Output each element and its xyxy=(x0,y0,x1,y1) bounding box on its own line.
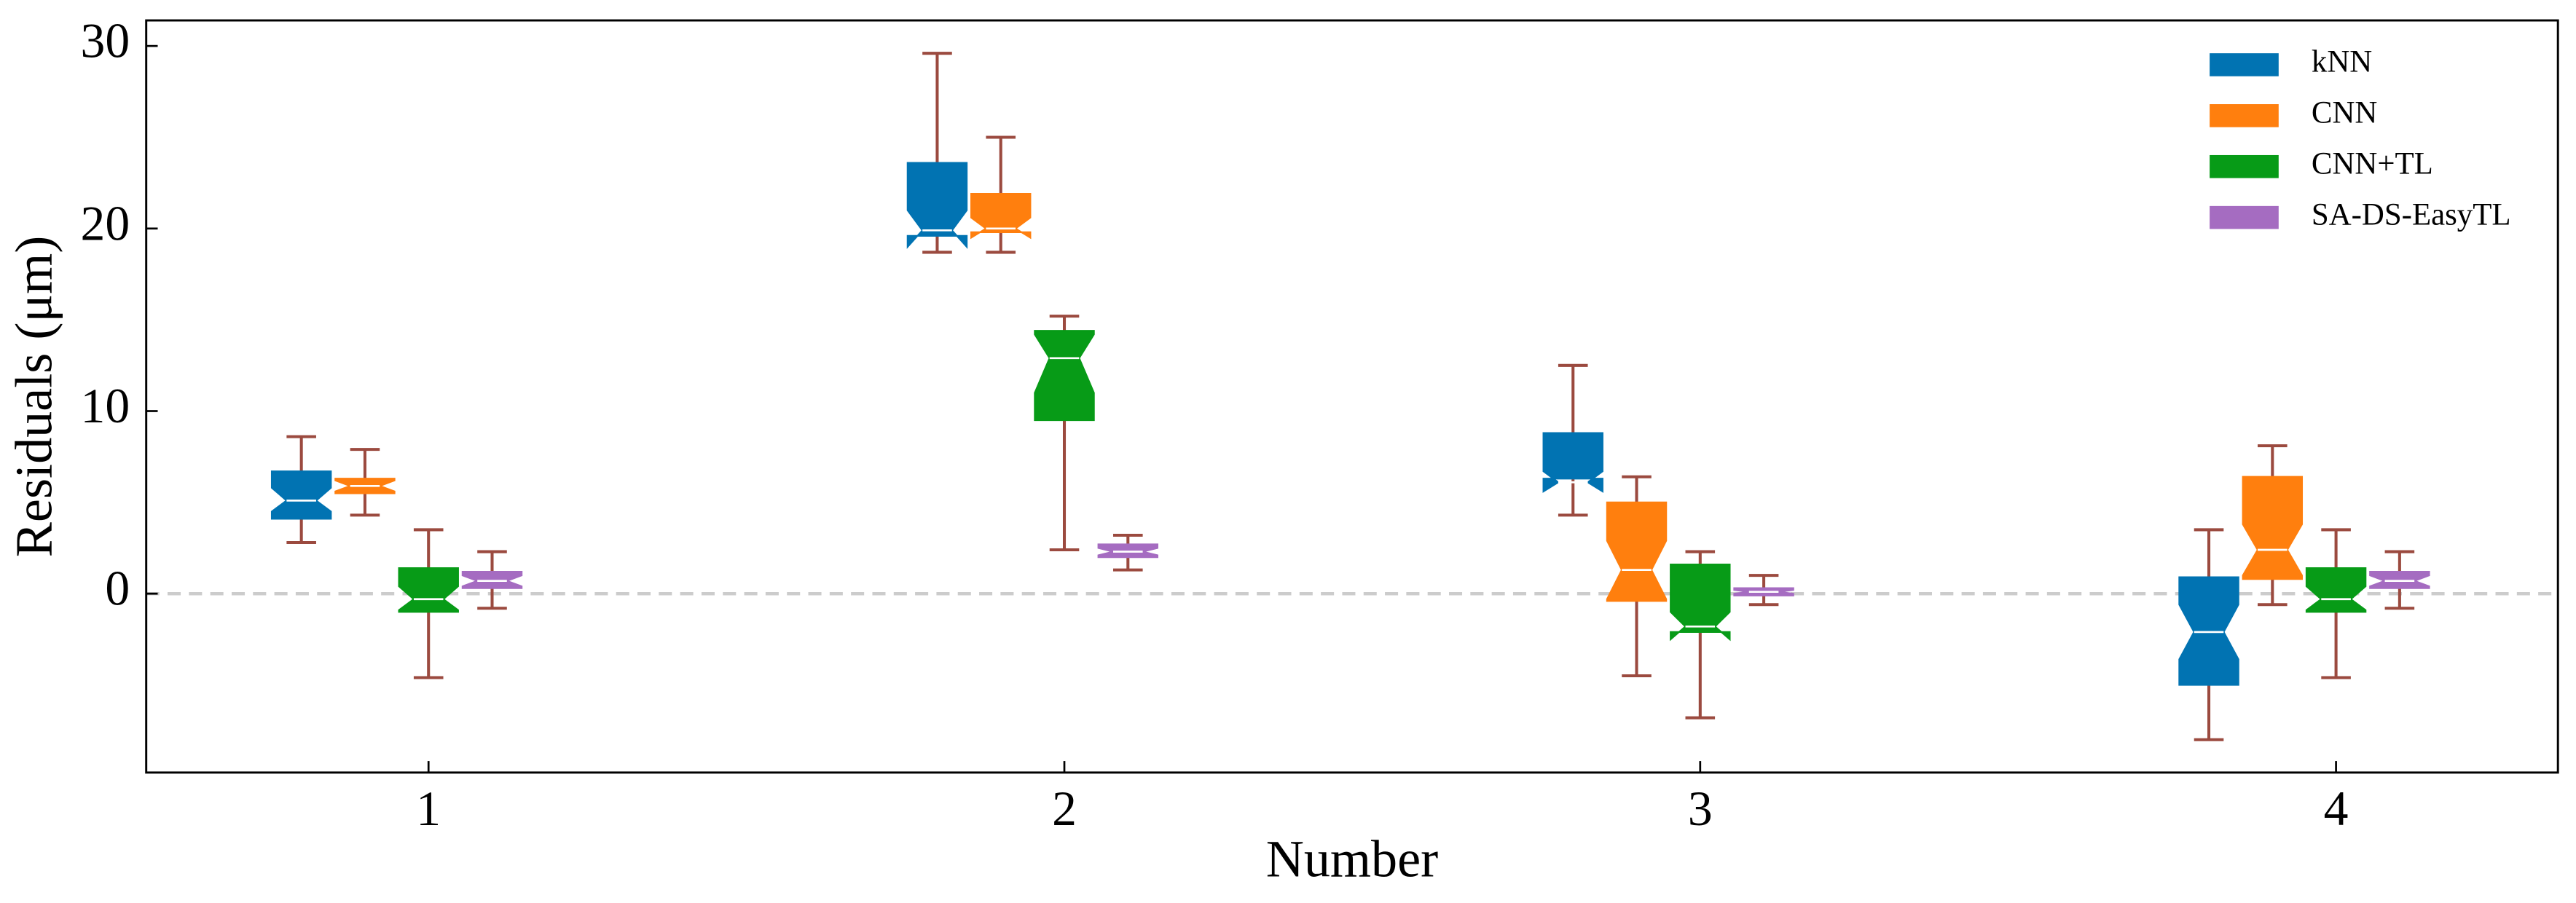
box xyxy=(970,193,1032,240)
x-axis-label: Number xyxy=(1266,830,1438,888)
legend-label: SA-DS-EasyTL xyxy=(2312,197,2511,232)
y-axis-label: Residuals (μm) xyxy=(5,236,63,557)
box xyxy=(2242,476,2304,580)
legend-label: CNN+TL xyxy=(2312,147,2433,181)
y-tick-label: 30 xyxy=(81,14,130,68)
x-tick-label: 1 xyxy=(416,781,441,836)
box xyxy=(270,470,332,520)
y-tick-label: 0 xyxy=(105,561,130,616)
legend-label: kNN xyxy=(2312,45,2372,79)
x-tick-label: 4 xyxy=(2324,781,2349,836)
box xyxy=(2305,567,2367,613)
box xyxy=(1034,330,1095,422)
y-tick-label: 10 xyxy=(81,379,130,433)
box xyxy=(1606,501,1668,602)
x-tick-label: 2 xyxy=(1052,781,1077,836)
legend-swatch xyxy=(2210,205,2279,229)
box xyxy=(1670,563,1731,642)
x-tick-label: 3 xyxy=(1688,781,1713,836)
box xyxy=(398,567,459,613)
legend-label: CNN xyxy=(2312,96,2377,130)
box xyxy=(1542,432,1603,493)
y-tick-label: 20 xyxy=(81,196,130,251)
legend-swatch xyxy=(2210,104,2279,127)
legend-swatch xyxy=(2210,154,2279,178)
legend-swatch xyxy=(2210,53,2279,76)
plot-frame xyxy=(145,19,2559,774)
box xyxy=(906,162,968,249)
